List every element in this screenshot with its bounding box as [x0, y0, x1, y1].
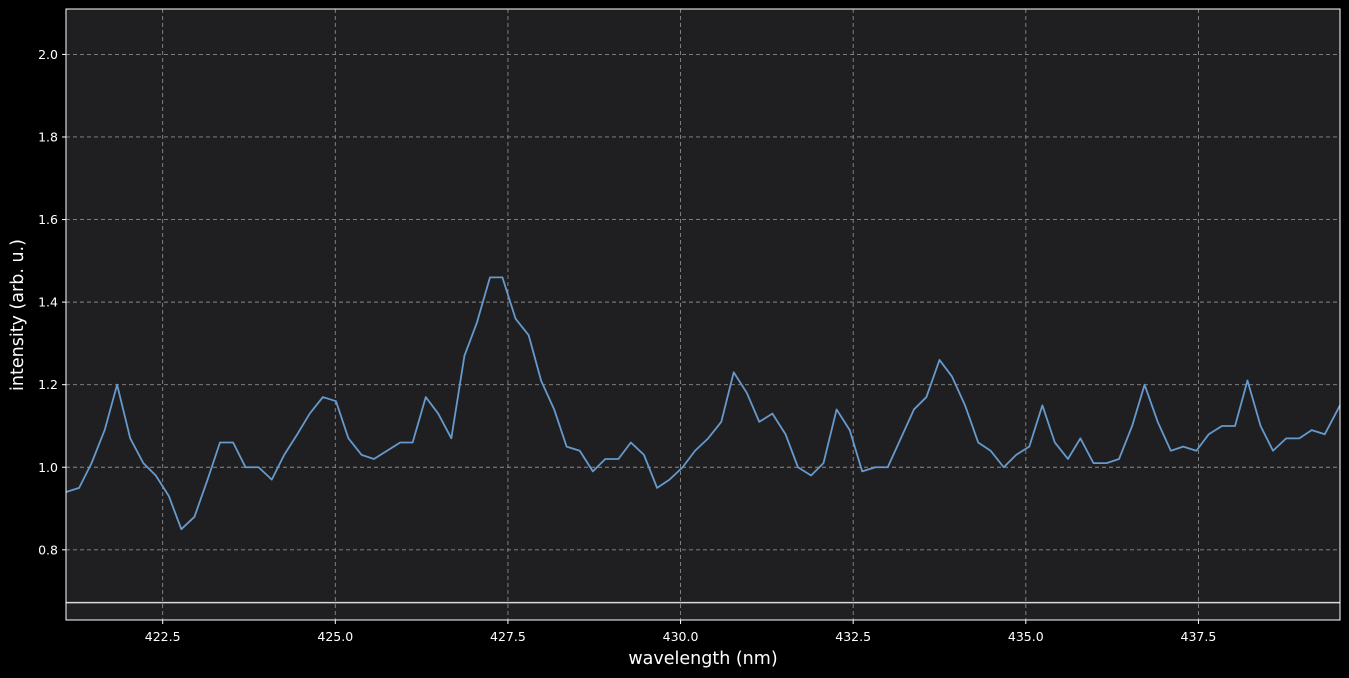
x-tick-label: 425.0	[317, 629, 353, 644]
x-tick-label: 427.5	[490, 629, 526, 644]
ticks: 422.5 425.0 427.5 430.0 432.5 435.0 437.5 0.8 1.…	[38, 47, 1216, 644]
x-tick-label: 422.5	[145, 629, 181, 644]
y-tick-label: 1.4	[38, 295, 58, 310]
y-tick-label: 0.8	[38, 542, 58, 557]
y-tick-label: 1.2	[38, 377, 58, 392]
y-axis-label: intensity (arb. u.)	[8, 239, 28, 391]
y-tick-label: 1.0	[38, 460, 58, 475]
y-tick-label: 1.8	[38, 129, 58, 144]
x-tick-label: 437.5	[1181, 629, 1217, 644]
x-tick-label: 435.0	[1008, 629, 1044, 644]
y-tick-label: 2.0	[38, 47, 58, 62]
x-tick-label: 430.0	[663, 629, 699, 644]
y-tick-label: 1.6	[38, 212, 58, 227]
x-axis-label: wavelength (nm)	[628, 649, 777, 669]
plot-area	[66, 9, 1340, 620]
x-tick-label: 432.5	[835, 629, 871, 644]
series-line	[65, 276, 1341, 531]
axes-frame	[65, 8, 1341, 621]
